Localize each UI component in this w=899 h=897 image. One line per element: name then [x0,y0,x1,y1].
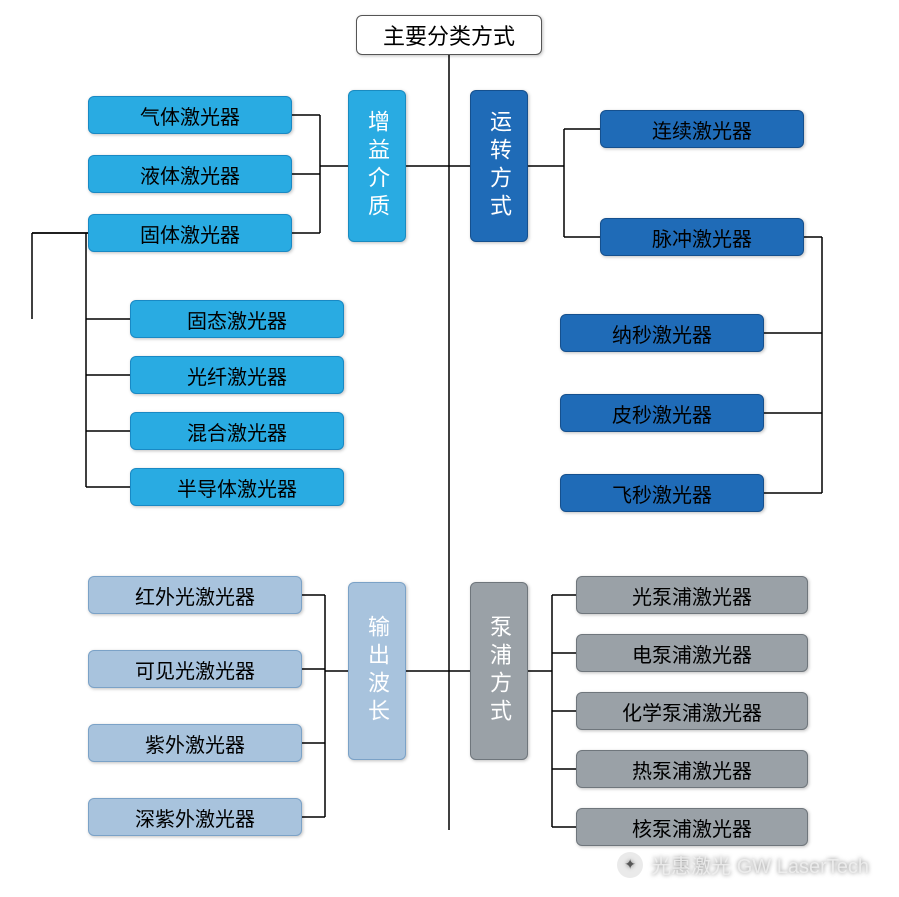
sub-ps-laser: 皮秒激光器 [560,394,764,432]
cat-operation-mode: 运转方式 [470,90,528,242]
sub-hybrid-laser: 混合激光器 [130,412,344,450]
child-solid-laser: 固体激光器 [88,214,292,252]
cat-output-wavelength: 输出波长 [348,582,406,760]
wechat-icon: ✦ [617,852,643,878]
cat-gain-medium: 增益介质 [348,90,406,242]
sub-solid-state-laser: 固态激光器 [130,300,344,338]
child-thermal-pump: 热泵浦激光器 [576,750,808,788]
child-gas-laser: 气体激光器 [88,96,292,134]
cat-pump-method: 泵浦方式 [470,582,528,760]
sub-fs-laser: 飞秒激光器 [560,474,764,512]
child-duv-laser: 深紫外激光器 [88,798,302,836]
child-pulsed-laser: 脉冲激光器 [600,218,804,256]
child-electric-pump: 电泵浦激光器 [576,634,808,672]
sub-semiconductor-laser: 半导体激光器 [130,468,344,506]
watermark-text: 光惠激光 GW LaserTech [651,850,869,879]
child-liquid-laser: 液体激光器 [88,155,292,193]
child-uv-laser: 紫外激光器 [88,724,302,762]
watermark: ✦ 光惠激光 GW LaserTech [617,850,869,879]
sub-ns-laser: 纳秒激光器 [560,314,764,352]
title-node: 主要分类方式 [356,15,542,55]
sub-fiber-laser: 光纤激光器 [130,356,344,394]
child-visible-laser: 可见光激光器 [88,650,302,688]
child-cw-laser: 连续激光器 [600,110,804,148]
child-ir-laser: 红外光激光器 [88,576,302,614]
child-nuclear-pump: 核泵浦激光器 [576,808,808,846]
child-chemical-pump: 化学泵浦激光器 [576,692,808,730]
child-optical-pump: 光泵浦激光器 [576,576,808,614]
